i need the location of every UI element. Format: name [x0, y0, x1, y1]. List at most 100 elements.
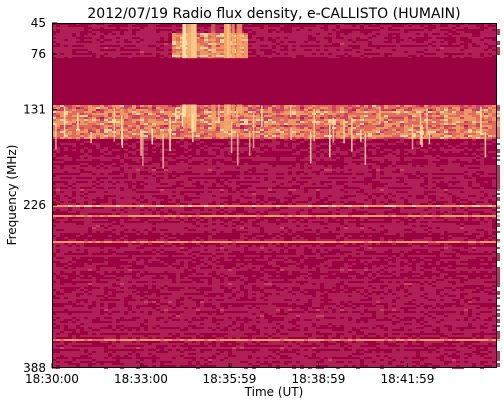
heatmap-cell — [376, 137, 380, 139]
heatmap-cell — [448, 183, 452, 185]
heatmap-cell — [84, 173, 88, 175]
heatmap-cell — [148, 165, 152, 167]
heatmap-cell — [208, 161, 212, 163]
heatmap-cell — [488, 165, 492, 167]
heatmap-cell — [412, 147, 416, 149]
heatmap-cell — [208, 129, 212, 131]
heatmap-cell — [280, 111, 284, 113]
heatmap-cell — [384, 117, 388, 119]
heatmap-cell — [408, 125, 412, 127]
heatmap-cell — [104, 193, 108, 195]
heatmap-cell — [344, 35, 348, 37]
heatmap-cell — [128, 115, 132, 117]
heatmap-cell — [272, 129, 276, 131]
heatmap-cell — [440, 105, 444, 107]
heatmap-cell — [64, 137, 68, 139]
heatmap-cell — [272, 125, 276, 127]
heatmap-cell — [132, 123, 136, 125]
heatmap-cell — [452, 189, 456, 191]
heatmap-cell — [484, 165, 488, 167]
heatmap-cell — [416, 123, 420, 125]
heatmap-cell — [232, 133, 236, 135]
heatmap-cell — [204, 105, 208, 107]
heatmap-cell — [168, 113, 172, 115]
heatmap-cell — [224, 167, 228, 169]
heatmap-cell — [92, 41, 96, 43]
heatmap-cell — [392, 113, 396, 115]
heatmap-cell — [372, 117, 376, 119]
heatmap-cell — [248, 115, 252, 117]
heatmap-cell — [108, 171, 112, 173]
heatmap-cell — [92, 167, 96, 169]
heatmap-cell — [380, 159, 384, 161]
heatmap-cell — [56, 117, 60, 119]
heatmap-cell — [140, 109, 144, 111]
heatmap-cell — [160, 51, 164, 53]
heatmap-cell — [244, 143, 248, 145]
heatmap-cell — [488, 131, 492, 133]
heatmap-cell — [292, 119, 296, 121]
heatmap-cell — [72, 131, 76, 133]
heatmap-cell — [288, 165, 292, 167]
heatmap-cell — [160, 117, 164, 119]
heatmap-cell — [416, 119, 420, 121]
heatmap-cell — [280, 179, 284, 181]
heatmap-cell — [368, 51, 372, 53]
heatmap-cell — [484, 29, 488, 31]
heatmap-cell — [272, 173, 276, 175]
heatmap-cell — [296, 121, 300, 123]
heatmap-cell — [412, 149, 416, 151]
heatmap-cell — [212, 169, 216, 171]
heatmap-cell — [392, 53, 396, 55]
heatmap-cell — [416, 125, 420, 127]
heatmap-cell — [184, 127, 188, 129]
heatmap-cell — [52, 165, 56, 167]
heatmap-cell — [428, 193, 432, 195]
heatmap-cell — [232, 119, 236, 121]
heatmap-cell — [156, 45, 160, 47]
heatmap-cell — [452, 107, 456, 109]
heatmap-cell — [220, 193, 224, 195]
heatmap-cell — [400, 129, 404, 131]
heatmap-cell — [452, 165, 456, 167]
heatmap-cell — [144, 175, 148, 177]
heatmap-cell — [456, 149, 460, 151]
heatmap-cell — [292, 123, 296, 125]
heatmap-cell — [208, 197, 212, 199]
heatmap-cell — [308, 181, 312, 183]
heatmap-cell — [108, 129, 112, 131]
heatmap-cell — [456, 37, 460, 39]
heatmap-cell — [140, 35, 144, 37]
heatmap-cell — [348, 109, 352, 111]
heatmap-cell — [460, 31, 464, 33]
heatmap-cell — [416, 193, 420, 195]
heatmap-cell — [200, 179, 204, 181]
heatmap-cell — [204, 53, 208, 55]
heatmap-cell — [484, 25, 488, 27]
heatmap-cell — [188, 129, 192, 131]
heatmap-cell — [148, 181, 152, 183]
heatmap-cell — [144, 159, 148, 161]
heatmap-cell — [148, 137, 152, 139]
heatmap-cell — [492, 105, 496, 107]
heatmap-cell — [404, 121, 408, 123]
heatmap-cell — [292, 157, 296, 159]
heatmap-cell — [152, 113, 156, 115]
heatmap-cell — [344, 107, 348, 109]
heatmap-cell — [252, 185, 256, 187]
heatmap-cell — [280, 131, 284, 133]
heatmap-cell — [376, 109, 380, 111]
heatmap-cell — [128, 113, 132, 115]
heatmap-cell — [300, 41, 304, 43]
heatmap-cell — [148, 125, 152, 127]
heatmap-cell — [104, 37, 108, 39]
heatmap-cell — [304, 167, 308, 169]
heatmap-cell — [312, 105, 316, 107]
heatmap-cell — [304, 171, 308, 173]
heatmap-cell — [208, 147, 212, 149]
heatmap-cell — [208, 149, 212, 151]
heatmap-cell — [156, 175, 160, 177]
heatmap-cell — [392, 39, 396, 41]
heatmap-cell — [124, 169, 128, 171]
heatmap-cell — [412, 109, 416, 111]
